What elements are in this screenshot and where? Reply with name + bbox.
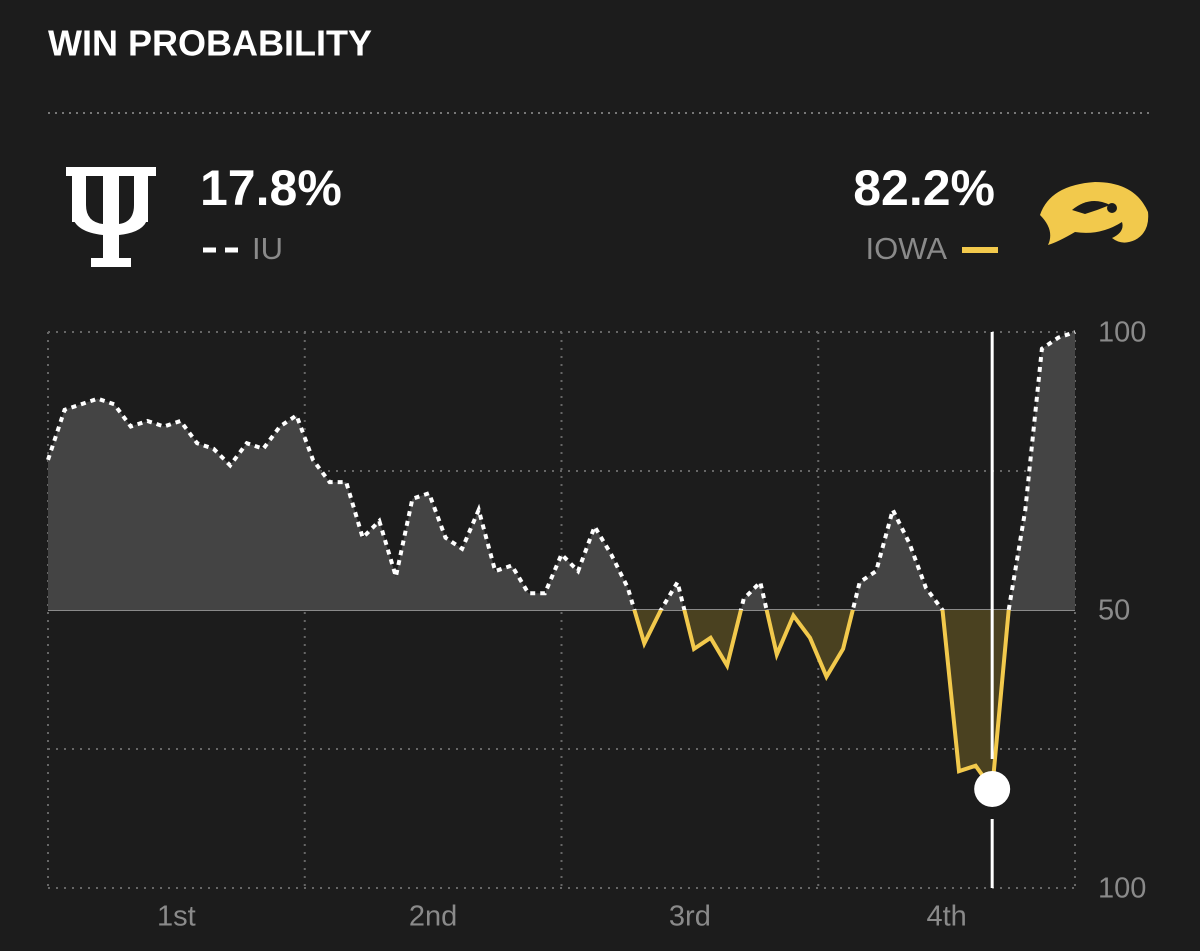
y-tick-label: 100 (1098, 317, 1146, 349)
iu-probability: 17.8% (200, 160, 342, 216)
iu-logo (66, 167, 156, 267)
y-tick-label: 50 (1098, 595, 1130, 627)
y-tick-label: 100 (1098, 873, 1146, 905)
iowa-logo (1040, 182, 1149, 245)
iowa-probability: 82.2% (853, 160, 995, 216)
cursor-dot (974, 771, 1011, 808)
line-iu (46, 330, 1076, 610)
iu-legend-label: IU (252, 231, 283, 266)
plot: 1st 2nd 3rd 4th 100 50 100 (46, 317, 1146, 933)
x-tick-label: 2nd (409, 901, 457, 933)
area-iu (48, 332, 1075, 610)
iowa-legend-label: IOWA (865, 231, 947, 266)
title: WIN PROBABILITY (48, 23, 372, 64)
x-tick-label: 3rd (669, 901, 711, 933)
x-tick-label: 1st (157, 901, 196, 933)
x-tick-label: 4th (926, 901, 966, 933)
